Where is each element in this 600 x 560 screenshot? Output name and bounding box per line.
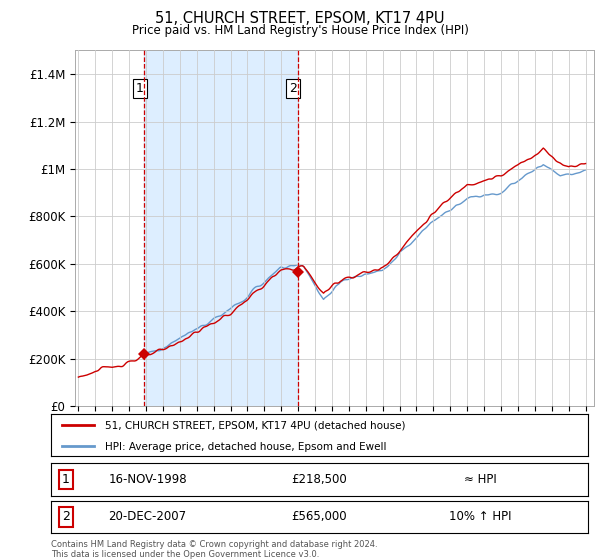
Bar xyxy=(144,50,298,406)
Text: £565,000: £565,000 xyxy=(292,510,347,524)
Text: 1: 1 xyxy=(136,82,143,95)
Text: 10% ↑ HPI: 10% ↑ HPI xyxy=(449,510,512,524)
Text: HPI: Average price, detached house, Epsom and Ewell: HPI: Average price, detached house, Epso… xyxy=(105,442,386,452)
Text: 2: 2 xyxy=(62,510,70,524)
Text: Contains HM Land Registry data © Crown copyright and database right 2024.
This d: Contains HM Land Registry data © Crown c… xyxy=(51,540,377,559)
Text: 51, CHURCH STREET, EPSOM, KT17 4PU: 51, CHURCH STREET, EPSOM, KT17 4PU xyxy=(155,11,445,26)
Text: ≈ HPI: ≈ HPI xyxy=(464,473,497,486)
Text: 1: 1 xyxy=(62,473,70,486)
Text: Price paid vs. HM Land Registry's House Price Index (HPI): Price paid vs. HM Land Registry's House … xyxy=(131,24,469,36)
Text: £218,500: £218,500 xyxy=(292,473,347,486)
Text: 16-NOV-1998: 16-NOV-1998 xyxy=(109,473,187,486)
Text: 2: 2 xyxy=(289,82,298,95)
Text: 51, CHURCH STREET, EPSOM, KT17 4PU (detached house): 51, CHURCH STREET, EPSOM, KT17 4PU (deta… xyxy=(105,421,405,431)
Text: 20-DEC-2007: 20-DEC-2007 xyxy=(109,510,187,524)
